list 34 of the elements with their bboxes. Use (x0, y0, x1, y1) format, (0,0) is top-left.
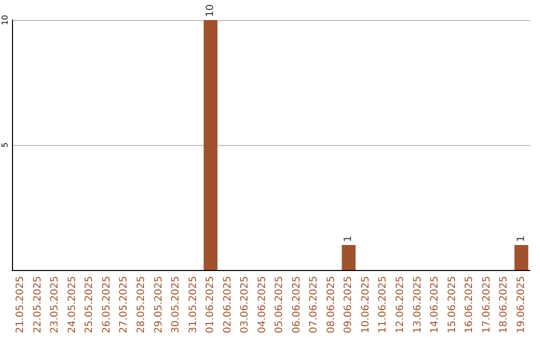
x-tick-label: 29.05.2025 (153, 276, 164, 334)
x-tick-label: 28.05.2025 (136, 276, 147, 334)
x-tick-label: 06.06.2025 (291, 276, 302, 334)
x-tick-label: 10.06.2025 (360, 276, 372, 334)
x-tick-label: 01.06.2025 (205, 276, 216, 334)
data-label: 1 (343, 236, 354, 242)
x-tick-label: 22.05.2025 (32, 276, 44, 334)
x-tick-label: 23.05.2025 (50, 276, 61, 334)
x-tick-label: 14.06.2025 (430, 276, 441, 334)
x-tick-label: 12.06.2025 (395, 276, 406, 334)
x-tick-label: 09.06.2025 (343, 276, 354, 334)
x-tick-label: 25.05.2025 (84, 276, 96, 334)
x-tick-label: 21.05.2025 (15, 276, 26, 334)
x-tick-label: 30.05.2025 (170, 276, 182, 334)
x-tick-label: 13.06.2025 (412, 276, 424, 334)
x-tick-label: 11.06.2025 (378, 276, 389, 334)
data-label: 1 (516, 236, 527, 242)
x-tick-label: 15.06.2025 (446, 276, 458, 334)
x-tick-label: 04.06.2025 (256, 276, 268, 334)
x-tick-label: 19.06.2025 (516, 276, 527, 334)
y-tick-label: 5 (0, 142, 10, 148)
x-tick-label: 17.06.2025 (481, 276, 492, 334)
x-tick-label: 16.06.2025 (464, 276, 476, 334)
x-tick-label: 05.06.2025 (274, 276, 286, 334)
x-tick-label: 07.06.2025 (308, 276, 320, 334)
x-tick-label: 26.05.2025 (101, 276, 112, 334)
data-label: 10 (205, 4, 216, 17)
x-tick-label: 27.05.2025 (118, 276, 130, 334)
x-tick-label: 08.06.2025 (326, 276, 337, 334)
x-tick-label: 31.05.2025 (188, 276, 199, 334)
x-tick-label: 02.06.2025 (222, 276, 234, 334)
x-tick-label: 24.05.2025 (66, 276, 78, 334)
x-tick-label: 03.06.2025 (240, 276, 251, 334)
x-tick-label: 18.06.2025 (498, 276, 510, 334)
